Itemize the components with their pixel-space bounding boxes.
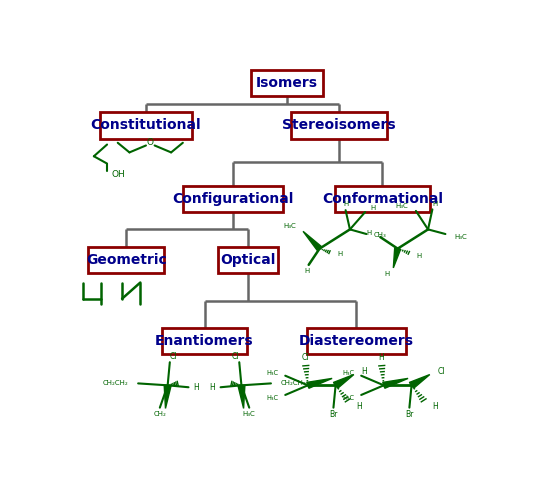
FancyBboxPatch shape bbox=[306, 328, 407, 354]
Text: Stereoisomers: Stereoisomers bbox=[282, 118, 396, 132]
Text: Cl: Cl bbox=[232, 352, 239, 361]
Text: H: H bbox=[194, 383, 199, 392]
Polygon shape bbox=[307, 378, 332, 388]
Text: Geometric: Geometric bbox=[86, 253, 167, 267]
Text: Cl: Cl bbox=[437, 368, 445, 376]
Text: H: H bbox=[416, 252, 421, 258]
Text: CH₂CH₃: CH₂CH₃ bbox=[281, 380, 306, 386]
Text: CH₂: CH₂ bbox=[153, 411, 166, 417]
Text: Constitutional: Constitutional bbox=[91, 118, 201, 132]
Text: O: O bbox=[147, 138, 154, 147]
Text: H: H bbox=[343, 202, 348, 207]
Polygon shape bbox=[409, 374, 430, 388]
FancyBboxPatch shape bbox=[217, 247, 278, 274]
Text: H: H bbox=[371, 205, 376, 211]
Text: H₃C: H₃C bbox=[266, 394, 278, 400]
Text: Conformational: Conformational bbox=[322, 192, 443, 205]
Text: Cl: Cl bbox=[302, 353, 310, 362]
Text: CH₃: CH₃ bbox=[374, 232, 386, 238]
Text: H₃C: H₃C bbox=[342, 394, 354, 400]
FancyBboxPatch shape bbox=[162, 328, 247, 354]
Text: Diastereomers: Diastereomers bbox=[299, 334, 414, 348]
Text: H: H bbox=[304, 268, 309, 274]
Polygon shape bbox=[393, 248, 400, 268]
Polygon shape bbox=[164, 385, 171, 408]
Text: Enantiomers: Enantiomers bbox=[155, 334, 254, 348]
FancyBboxPatch shape bbox=[335, 186, 430, 212]
FancyBboxPatch shape bbox=[251, 70, 323, 96]
Text: H₃C: H₃C bbox=[266, 370, 278, 376]
Polygon shape bbox=[238, 385, 245, 408]
Text: H: H bbox=[362, 368, 367, 376]
Text: H: H bbox=[432, 202, 437, 207]
Text: H: H bbox=[366, 230, 372, 236]
Text: H: H bbox=[337, 252, 342, 258]
Text: H₃C: H₃C bbox=[342, 370, 354, 376]
Text: H: H bbox=[356, 402, 362, 411]
Text: H₃C: H₃C bbox=[396, 202, 409, 208]
Text: H: H bbox=[209, 383, 216, 392]
FancyBboxPatch shape bbox=[291, 112, 387, 138]
Text: Br: Br bbox=[405, 410, 414, 418]
FancyBboxPatch shape bbox=[100, 112, 192, 138]
Text: Isomers: Isomers bbox=[256, 76, 318, 90]
Text: CH₂CH₂: CH₂CH₂ bbox=[103, 380, 129, 386]
Text: H₃C: H₃C bbox=[454, 234, 467, 240]
Text: H: H bbox=[379, 353, 385, 362]
Text: H: H bbox=[432, 402, 438, 411]
Polygon shape bbox=[382, 378, 408, 388]
FancyBboxPatch shape bbox=[183, 186, 283, 212]
FancyBboxPatch shape bbox=[88, 247, 165, 274]
Polygon shape bbox=[303, 232, 322, 250]
Polygon shape bbox=[333, 374, 354, 388]
Text: OH: OH bbox=[111, 170, 125, 179]
Text: Configurational: Configurational bbox=[172, 192, 293, 205]
Text: Br: Br bbox=[329, 410, 338, 418]
Text: H₃C: H₃C bbox=[243, 411, 255, 417]
Text: Cl: Cl bbox=[170, 352, 178, 361]
Text: H: H bbox=[384, 270, 389, 276]
Text: Optical: Optical bbox=[220, 253, 276, 267]
Text: H₃C: H₃C bbox=[283, 224, 296, 230]
